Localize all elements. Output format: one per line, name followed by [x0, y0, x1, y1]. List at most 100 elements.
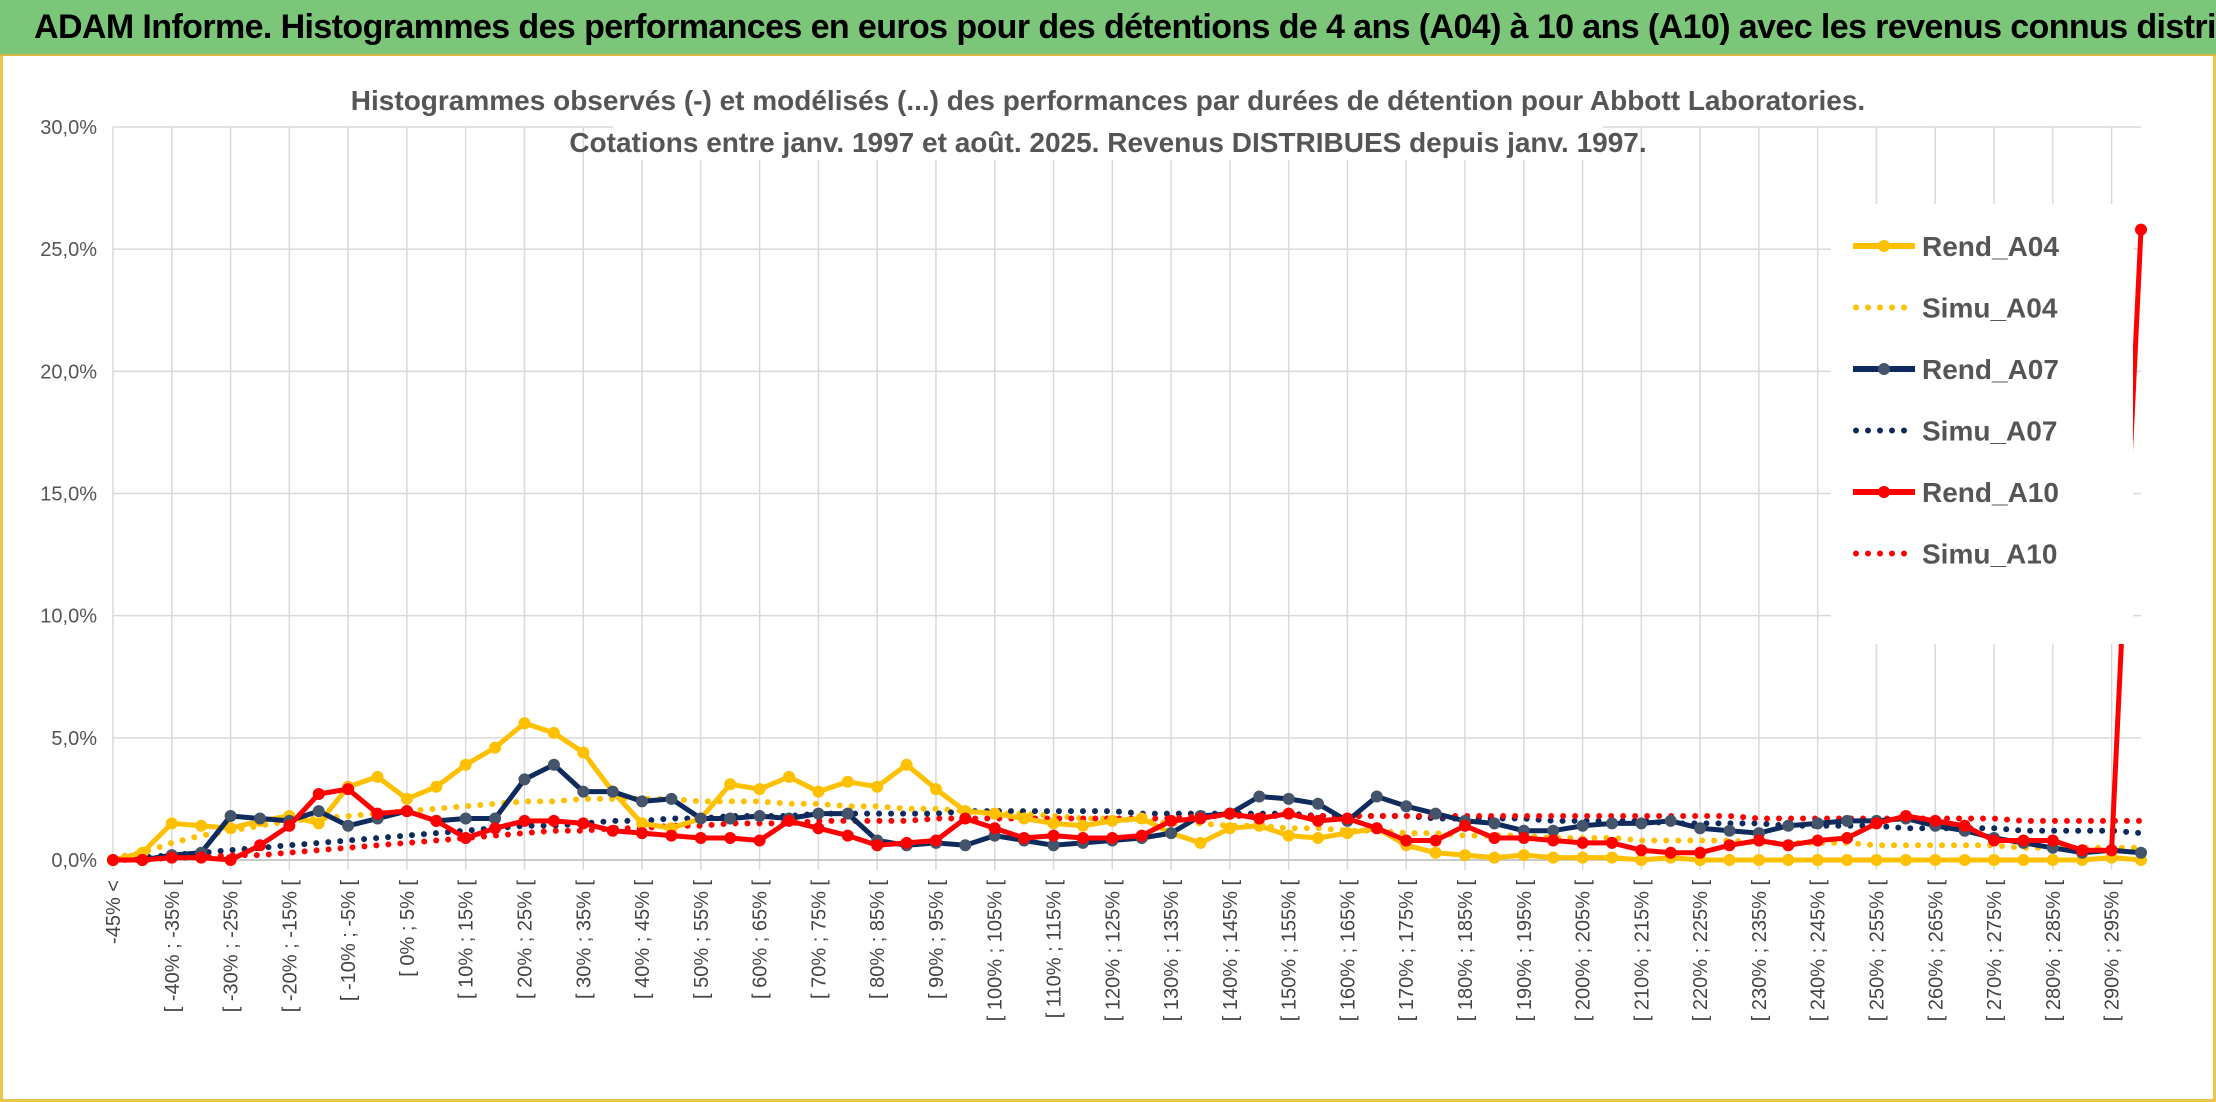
legend-label: Rend_A07 [1922, 354, 2059, 385]
x-tick-label: [ 250% ; 255% [ [1866, 880, 1888, 1022]
x-axis-ticks: -45% < [ -40% ; -35% [[ -30% ; -25% [[ -2… [103, 880, 2124, 1022]
legend-marker [1878, 486, 1890, 498]
data-point [577, 817, 590, 830]
data-point [900, 836, 913, 849]
data-point [224, 810, 237, 822]
x-tick-label: [ 130% ; 135% [ [1161, 880, 1183, 1022]
legend-label: Simu_A10 [1922, 539, 2057, 570]
data-point [812, 807, 825, 820]
data-point [1517, 849, 1530, 862]
title-background [428, 80, 1788, 118]
x-tick-label: [ 160% ; 165% [ [1337, 880, 1359, 1022]
data-point [195, 851, 208, 864]
data-point [1429, 807, 1442, 820]
x-tick-label: [ 80% ; 85% [ [867, 880, 889, 999]
data-point [724, 832, 737, 844]
data-point [1165, 827, 1178, 840]
data-point [224, 854, 237, 866]
y-tick-label: 30,0% [40, 117, 97, 139]
data-point [1811, 834, 1824, 847]
x-tick-label: [ 110% ; 115% [ [1044, 880, 1066, 1019]
data-point [2046, 834, 2059, 847]
data-point [1635, 844, 1648, 857]
data-point [577, 785, 590, 798]
data-point [1106, 814, 1119, 827]
data-point [1400, 834, 1413, 847]
data-point [930, 834, 942, 847]
legend-marker [1878, 240, 1890, 252]
data-point [254, 812, 266, 825]
data-point [1429, 834, 1442, 847]
data-point [1429, 846, 1442, 859]
legend-item-Rend_A07: Rend_A07 [1853, 354, 2059, 385]
legend-item-Rend_A10: Rend_A10 [1853, 477, 2059, 508]
x-tick-label: [ 200% ; 205% [ [1573, 880, 1595, 1022]
y-tick-label: 5,0% [51, 728, 97, 750]
data-point [812, 822, 825, 835]
data-point [1664, 846, 1677, 859]
data-point [400, 805, 413, 818]
histogram-line-chart: 0,0% 5,0% 10,0% 15,0% 20,0% 25,0% 30,0% -45% <… [40, 80, 2147, 1022]
data-point [489, 741, 502, 754]
data-point [724, 812, 737, 825]
legend-item-Simu_A10: Simu_A10 [1853, 539, 2057, 570]
data-point [1312, 797, 1324, 810]
data-point [1194, 812, 1207, 825]
data-point [518, 814, 531, 827]
x-tick-label: [ 220% ; 225% [ [1690, 880, 1712, 1022]
x-tick-label: [ 120% ; 125% [ [1102, 880, 1124, 1022]
data-point [430, 780, 443, 793]
data-point [1459, 819, 1471, 832]
data-point [1547, 851, 1560, 864]
data-point [900, 758, 913, 771]
data-point [312, 788, 325, 800]
data-point [1694, 822, 1707, 835]
x-tick-label: [ 240% ; 245% [ [1808, 880, 1830, 1022]
data-point [283, 819, 296, 832]
data-point [959, 812, 972, 825]
data-point [1782, 819, 1795, 832]
data-point [1047, 829, 1060, 842]
data-point [1870, 817, 1883, 830]
chart-legend: Rend_A04 Simu_A04 Rend_A07 Simu_A07 Rend_A10… [1831, 204, 2133, 644]
data-point [665, 792, 678, 805]
data-point [694, 832, 707, 844]
data-point [1400, 800, 1413, 813]
data-point [753, 783, 766, 796]
y-tick-label: 20,0% [40, 361, 97, 383]
data-point [342, 783, 355, 796]
report-title: ADAM Informe. Histogrammes des performan… [34, 8, 2216, 46]
data-point [1635, 817, 1648, 830]
data-point [107, 854, 119, 866]
data-point [1341, 827, 1354, 840]
data-point [959, 839, 972, 852]
data-point [518, 773, 531, 786]
data-point [1517, 832, 1530, 844]
x-tick-label: [ 270% ; 275% [ [1984, 880, 2006, 1022]
data-point [1488, 832, 1501, 844]
data-point [1958, 854, 1971, 866]
data-point [1694, 846, 1707, 859]
data-point [1723, 839, 1736, 852]
data-point [165, 851, 178, 864]
legend-item-Simu_A04: Simu_A04 [1853, 293, 2058, 324]
data-point [459, 758, 472, 771]
data-point [2105, 844, 2118, 857]
data-point [871, 780, 884, 793]
data-point [1488, 851, 1501, 864]
data-point [1576, 819, 1589, 832]
data-point [1459, 849, 1471, 862]
data-point [1370, 822, 1383, 835]
data-point [547, 814, 560, 827]
data-point [1929, 854, 1942, 866]
data-point [753, 810, 766, 822]
data-point [1841, 854, 1854, 866]
data-point [1841, 832, 1854, 844]
data-point [1929, 814, 1942, 827]
x-tick-label: [ 20% ; 25% [ [514, 880, 536, 999]
legend-marker [1878, 363, 1890, 375]
data-point [430, 814, 443, 827]
data-point [1782, 854, 1795, 866]
data-point [1018, 832, 1031, 844]
chart-title: Histogrammes observés (-) et modélisés (… [351, 85, 1865, 116]
